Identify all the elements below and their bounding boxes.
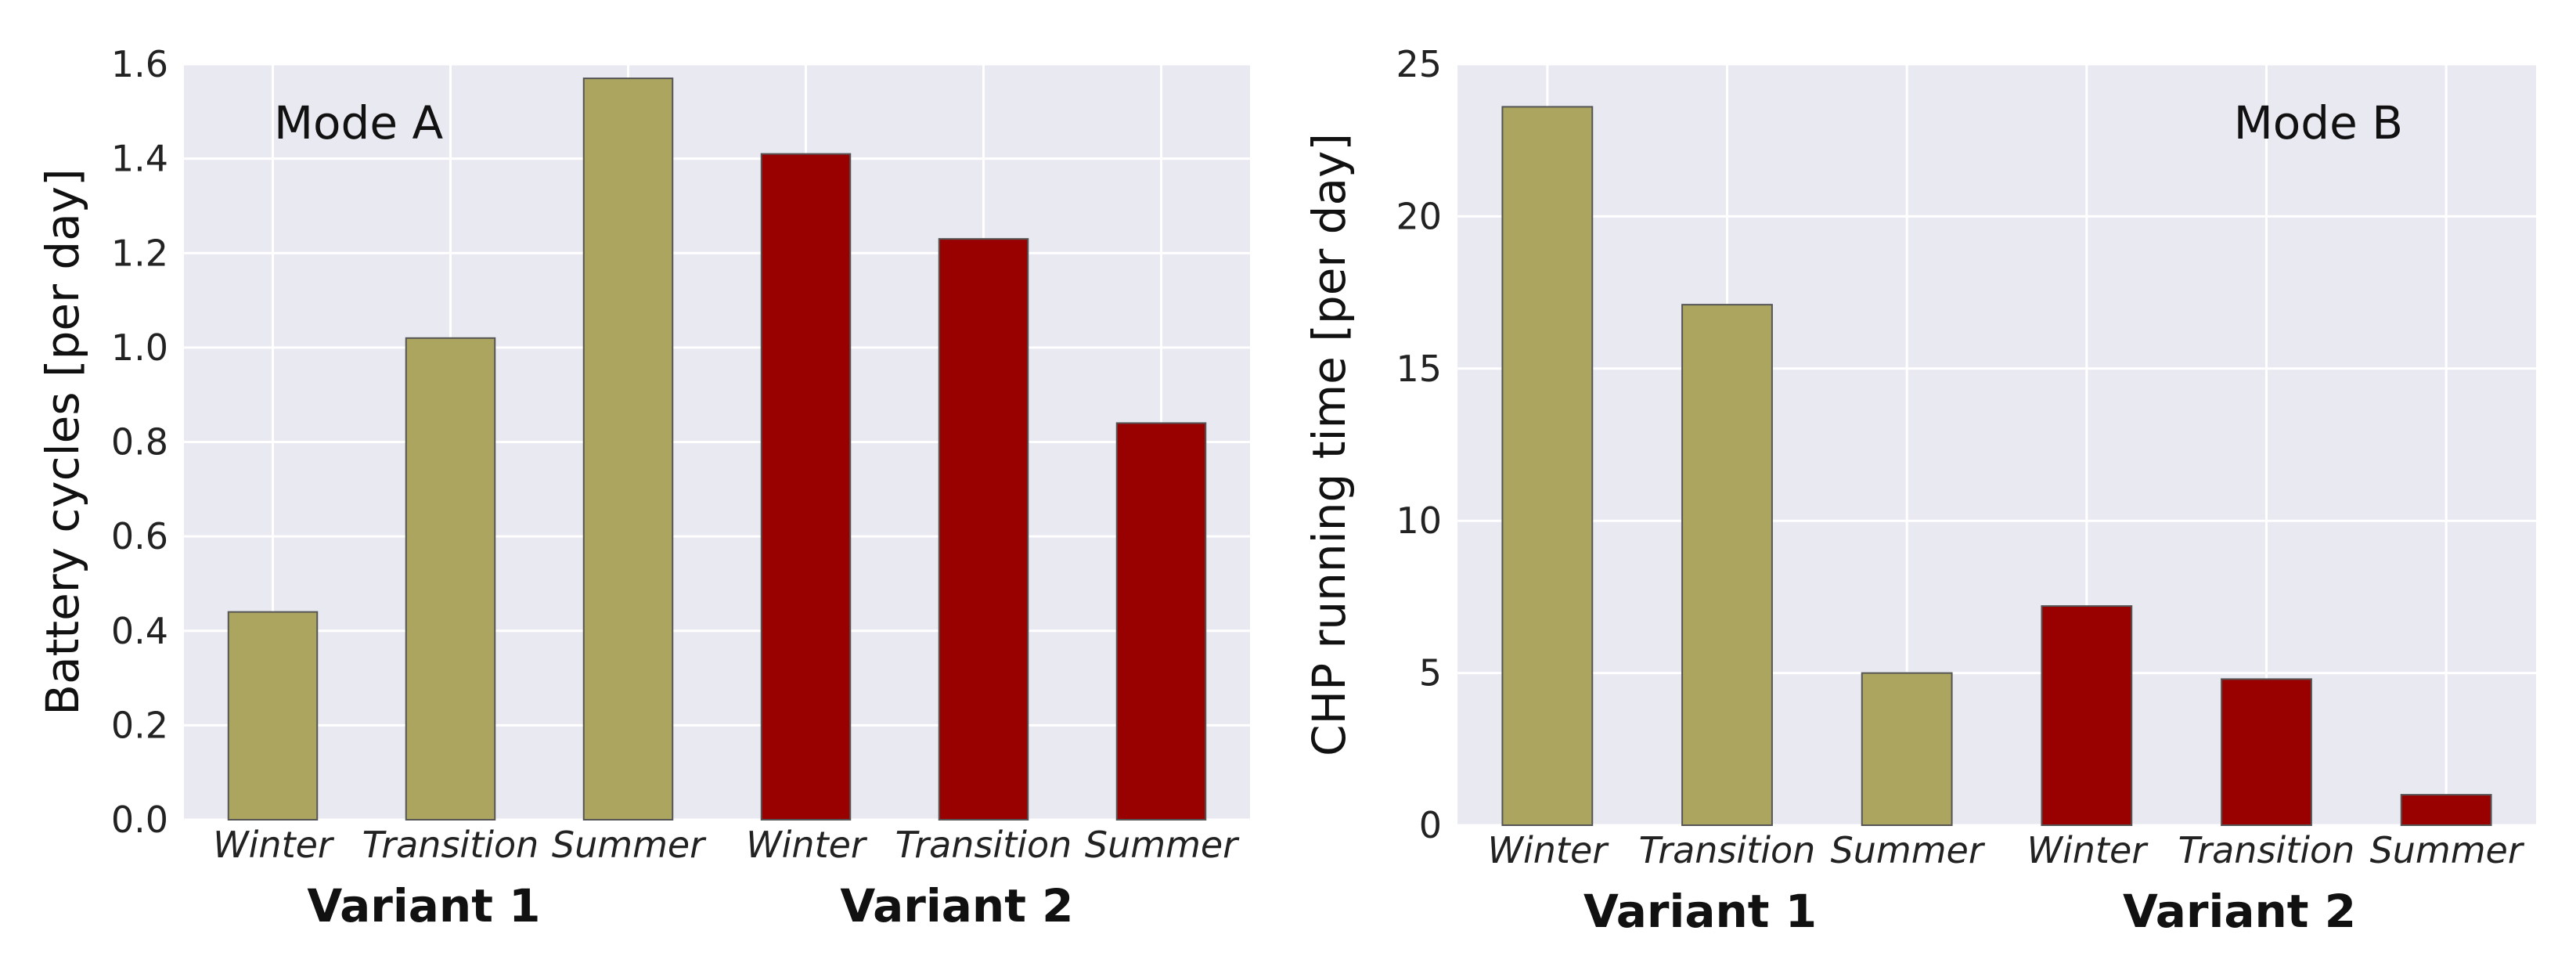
- plot-area: [1457, 64, 2536, 825]
- chart-panel-2: 0 5 10 15 20 25 Winter Transition Summer Winter Tr…: [1302, 43, 2536, 938]
- category-label: Transition: [362, 824, 539, 866]
- y-tick-label: 10: [1396, 500, 1442, 542]
- bar: [1861, 672, 1953, 826]
- y-tick-label: 15: [1396, 348, 1442, 390]
- bar: [1681, 304, 1773, 827]
- y-tick-label: 25: [1396, 43, 1442, 85]
- category-label: Summer: [1085, 824, 1240, 866]
- chart-panel-1: 0.0 0.2 0.4 0.6 0.8 1.0 1.2 1.4 1.6 Winter Transit…: [36, 43, 1250, 932]
- category-label: Summer: [552, 824, 707, 866]
- y-tick-label: 0.4: [111, 610, 168, 652]
- bar: [582, 78, 674, 821]
- y-tick-label: 0.2: [111, 704, 168, 746]
- y-axis-label: CHP running time [per day]: [1302, 133, 1356, 756]
- y-tick-label: 1.0: [111, 326, 168, 369]
- category-label: Winter: [1487, 829, 1609, 871]
- bar: [227, 611, 319, 821]
- y-axis-label: Battery cycles [per day]: [36, 168, 89, 715]
- y-tick-label: 5: [1419, 652, 1442, 694]
- category-label: Winter: [746, 824, 868, 866]
- category-label: Transition: [2178, 829, 2355, 871]
- bar: [1501, 106, 1594, 826]
- bar: [938, 238, 1029, 821]
- bar: [760, 153, 852, 821]
- y-tick-label: 1.4: [111, 138, 168, 180]
- mode-annotation: Mode B: [2234, 96, 2403, 150]
- y-tick-label: 1.2: [111, 232, 168, 274]
- category-label: Summer: [2370, 829, 2525, 871]
- y-tick-label: 0.6: [111, 515, 168, 557]
- group-label: Variant 1: [307, 879, 540, 932]
- y-tick-label: 20: [1396, 195, 1442, 237]
- bar: [2041, 605, 2133, 827]
- group-label: Variant 2: [2123, 885, 2356, 938]
- y-tick-label: 1.6: [111, 43, 168, 85]
- y-tick-label: 0.8: [111, 421, 168, 463]
- y-tick-label: 0: [1419, 804, 1442, 846]
- category-label: Winter: [2027, 829, 2149, 871]
- category-label: Summer: [1831, 829, 1986, 871]
- group-label: Variant 2: [840, 879, 1073, 932]
- bar: [1115, 422, 1207, 821]
- y-tick-label: 0.0: [111, 799, 168, 841]
- category-label: Transition: [895, 824, 1072, 866]
- mode-annotation: Mode A: [274, 96, 443, 150]
- category-label: Winter: [213, 824, 335, 866]
- bar: [2400, 794, 2492, 826]
- bar: [405, 337, 496, 821]
- group-label: Variant 1: [1583, 885, 1817, 938]
- bar: [2221, 678, 2312, 826]
- category-label: Transition: [1639, 829, 1816, 871]
